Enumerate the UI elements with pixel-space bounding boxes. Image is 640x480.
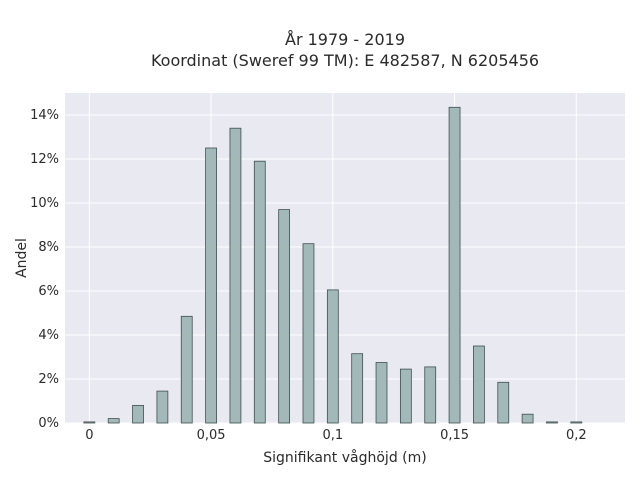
- y-tick-label-5: 10%: [30, 196, 59, 211]
- y-tick-label-6: 12%: [30, 152, 59, 167]
- x-tick-label-1: 0,05: [197, 428, 226, 443]
- x-tick-labels: 0 0,05 0,1 0,15 0,2: [85, 428, 586, 443]
- bar-5: [205, 147, 217, 424]
- bar-17: [497, 381, 510, 424]
- x-tick-label-0: 0: [85, 428, 93, 443]
- y-tick-label-3: 6%: [38, 284, 59, 299]
- y-tick-label-0: 0%: [38, 416, 59, 431]
- bar-16: [473, 345, 485, 424]
- bar-19: [546, 421, 558, 424]
- bar-9: [302, 243, 315, 424]
- bar-1: [107, 418, 120, 424]
- bar-11: [351, 353, 364, 424]
- bar-6: [229, 127, 242, 424]
- y-tick-label-1: 2%: [38, 372, 59, 387]
- bars-layer: [83, 106, 583, 424]
- bar-13: [399, 368, 412, 424]
- bar-4: [180, 315, 193, 424]
- y-tick-label-4: 8%: [38, 240, 59, 255]
- x-tick-label-4: 0,2: [566, 428, 587, 443]
- chart-title-line2: Koordinat (Sweref 99 TM): E 482587, N 62…: [151, 51, 539, 70]
- bar-7: [253, 160, 266, 424]
- bar-15: [448, 106, 461, 424]
- chart-title-line1: År 1979 - 2019: [285, 30, 405, 49]
- y-tick-label-7: 14%: [30, 108, 59, 123]
- bar-8: [278, 209, 291, 424]
- y-axis-label: Andel: [14, 238, 30, 278]
- x-axis-label: Signifikant våghöjd (m): [263, 449, 426, 466]
- bar-14: [424, 366, 437, 424]
- x-tick-label-2: 0,1: [322, 428, 343, 443]
- x-tick-label-3: 0,15: [440, 428, 469, 443]
- y-tick-label-2: 4%: [38, 328, 59, 343]
- bar-18: [521, 413, 534, 424]
- bar-0: [83, 421, 96, 424]
- y-tick-labels: 0% 2% 4% 6% 8% 10% 12% 14%: [30, 108, 59, 431]
- bar-20: [570, 421, 583, 424]
- bar-12: [375, 362, 388, 424]
- plot-area: [65, 93, 625, 423]
- bar-2: [132, 404, 144, 424]
- bar-3: [156, 390, 169, 424]
- bar-10: [326, 289, 339, 424]
